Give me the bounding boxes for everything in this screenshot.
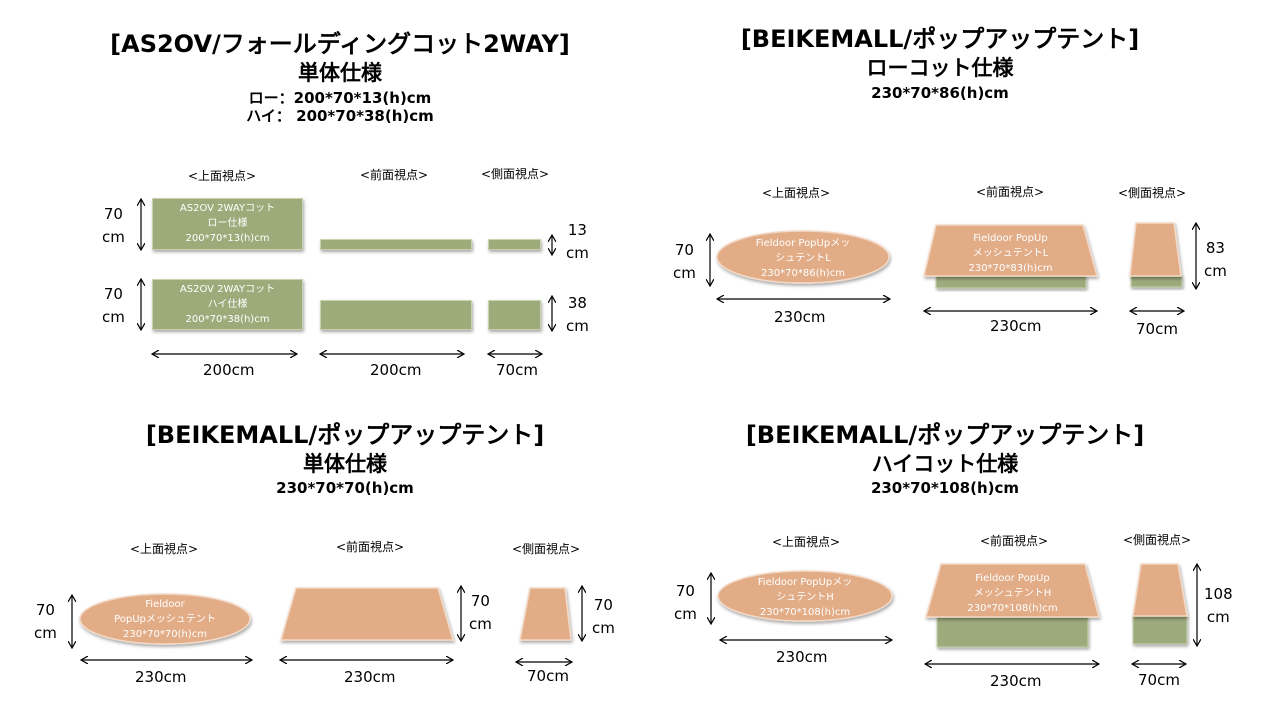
panel1-len-top-dim: 200cm (203, 361, 255, 379)
panel1-view-side-label: <側面視点> (481, 167, 550, 181)
panel1-width-low-dim: 70 cm (102, 205, 125, 246)
panel4-height-dim: 108 cm (1204, 585, 1233, 626)
panel1-arrows (141, 200, 552, 354)
panel2-side-tent (1129, 222, 1182, 277)
panel2-front-label: Fieldoor PopUp メッシュテントL 230*70*83(h)cm (968, 233, 1053, 274)
panel2-side-base (1130, 275, 1183, 288)
panel1-spec-high: ハイ： 200*70*38(h)cm (246, 107, 434, 125)
panel2-width-dim: 70 cm (673, 241, 696, 282)
panel2-view-front-label: <前面視点> (976, 185, 1045, 199)
panel3-spec: 230*70*70(h)cm (276, 479, 414, 497)
panel4-side-base (1132, 615, 1188, 645)
panel3-front-tent (280, 587, 454, 641)
panel1-high-top-box (152, 279, 303, 330)
panel1-low-side-box (488, 239, 541, 250)
panel1-view-top-label: <上面視点> (188, 169, 257, 183)
panel4-front-base (936, 616, 1089, 648)
panel4-view-top-label: <上面視点> (772, 535, 841, 549)
panel1-title: [AS2OV/フォールディングコット2WAY] (110, 30, 570, 58)
panel1-spec-low: ロー：200*70*13(h)cm (248, 89, 432, 107)
panel1-high-top-label: AS2OV 2WAYコット ハイ仕様 200*70*38(h)cm (179, 284, 276, 325)
panel3-height-front-dim: 70 cm (469, 592, 492, 633)
panel3-subtitle: 単体仕様 (303, 452, 387, 476)
panel4-subtitle: ハイコット仕様 (871, 452, 1019, 476)
panel4-top-ellipse (717, 570, 893, 622)
panel1-low-top-box (152, 198, 303, 250)
panel4-top-label: Fieldoor PopUpメッ シュテントH 230*70*108(h)cm (757, 577, 853, 618)
panel1-width-high-dim: 70 cm (102, 285, 125, 326)
panel3-title: [BEIKEMALL/ポップアップテント] (145, 421, 545, 449)
panel1-subtitle: 単体仕様 (298, 61, 382, 85)
panel3-len-top-dim: 230cm (135, 668, 187, 686)
panel3-side-tent (519, 587, 572, 641)
panel4-view-side-label: <側面視点> (1123, 533, 1192, 547)
panel4-title: [BEIKEMALL/ポップアップテント] (745, 421, 1145, 449)
panel4-front-label: Fieldoor PopUp メッシュテントH 230*70*108(h)cm (967, 573, 1058, 614)
panel3-top-label: Fieldoor PopUpメッシュテント 230*70*70(h)cm (114, 599, 216, 640)
panel1-height-high-dim: 38 cm (566, 294, 589, 335)
panel4-len-front-dim: 230cm (990, 672, 1042, 690)
panel4-front-tent (925, 563, 1100, 618)
panel4-side-tent (1132, 563, 1188, 617)
panel2-view-top-label: <上面視点> (762, 186, 831, 200)
panel3-top-ellipse (79, 593, 251, 645)
panel1-len-side-dim: 70cm (496, 361, 538, 379)
panel1-view-front-label: <前面視点> (360, 168, 429, 182)
panel2-subtitle: ローコット仕様 (866, 56, 1014, 80)
panel4-view-front-label: <前面視点> (980, 534, 1049, 548)
panel3-view-side-label: <側面視点> (512, 542, 581, 556)
panel3-arrows (72, 587, 582, 662)
panel3-height-side-dim: 70 cm (592, 596, 615, 637)
panel3-width-dim: 70 cm (34, 601, 57, 642)
panel3-len-front-dim: 230cm (344, 668, 396, 686)
panel4-spec: 230*70*108(h)cm (870, 479, 1020, 497)
panel1-high-side-box (488, 300, 541, 330)
panel2-len-top-dim: 230cm (774, 308, 826, 326)
panel2-len-front-dim: 230cm (990, 317, 1042, 335)
panel2-title: [BEIKEMALL/ポップアップテント] (740, 25, 1140, 53)
panel3-len-side-dim: 70cm (527, 667, 569, 685)
panel3-view-front-label: <前面視点> (336, 540, 405, 554)
panel4-len-side-dim: 70cm (1138, 671, 1180, 689)
panel2-top-label: Fieldoor PopUpメッ シュテントL 230*70*86(h)cm (755, 238, 851, 279)
panel4-arrows (711, 565, 1197, 664)
panel2-view-side-label: <側面視点> (1118, 186, 1187, 200)
panel1-height-low-dim: 13 cm (566, 221, 589, 262)
panel2-spec: 230*70*86(h)cm (871, 84, 1009, 102)
panel2-front-tent (923, 224, 1098, 277)
panel2-front-base (935, 275, 1087, 289)
panel4-width-dim: 70 cm (674, 582, 697, 623)
panel4-len-top-dim: 230cm (776, 648, 828, 666)
panel1-len-front-dim: 200cm (370, 361, 422, 379)
panel1-low-top-label: AS2OV 2WAYコット ロー仕様 200*70*13(h)cm (179, 203, 276, 244)
panel3-view-top-label: <上面視点> (130, 542, 199, 556)
panel2-height-dim: 83 cm (1204, 239, 1227, 280)
panel1-high-front-box (320, 300, 472, 330)
panel2-len-side-dim: 70cm (1136, 320, 1178, 338)
panel2-arrows (710, 224, 1196, 311)
panel2-top-ellipse (716, 230, 890, 284)
panel1-low-front-box (320, 239, 472, 250)
